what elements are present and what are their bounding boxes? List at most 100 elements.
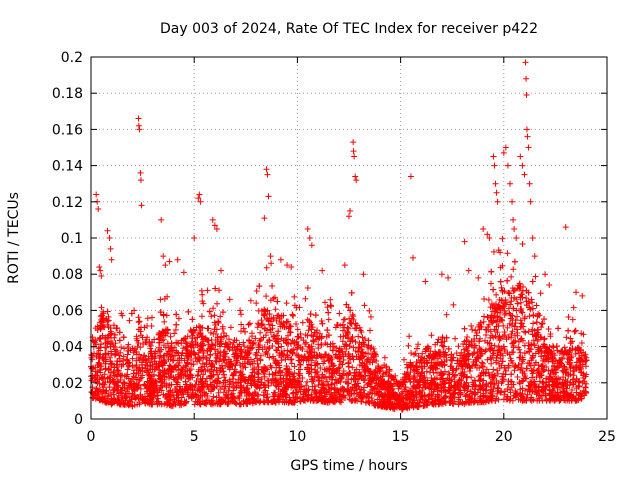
data-point bbox=[272, 306, 279, 313]
data-point bbox=[508, 273, 515, 280]
data-point bbox=[480, 377, 487, 384]
data-point bbox=[499, 235, 506, 242]
data-point bbox=[383, 363, 390, 370]
data-point bbox=[449, 357, 456, 364]
data-point bbox=[219, 325, 226, 332]
data-point bbox=[533, 302, 540, 309]
data-point bbox=[226, 296, 233, 303]
data-point bbox=[336, 358, 343, 365]
data-point bbox=[345, 325, 352, 332]
data-point bbox=[282, 356, 289, 363]
data-point bbox=[450, 301, 457, 308]
data-point bbox=[345, 363, 352, 370]
data-point bbox=[136, 318, 143, 325]
data-point bbox=[255, 307, 262, 314]
data-point bbox=[175, 315, 182, 322]
data-point bbox=[352, 338, 359, 345]
data-point bbox=[311, 366, 318, 373]
data-point bbox=[182, 378, 189, 385]
data-point bbox=[487, 280, 494, 287]
data-point bbox=[355, 333, 362, 340]
data-point bbox=[490, 248, 497, 255]
data-point bbox=[497, 278, 504, 285]
data-point bbox=[196, 323, 203, 330]
data-point bbox=[531, 342, 538, 349]
data-point bbox=[578, 339, 585, 346]
data-point bbox=[144, 315, 151, 322]
data-point bbox=[247, 297, 254, 304]
data-point bbox=[173, 311, 180, 318]
data-point bbox=[555, 325, 562, 332]
data-point bbox=[539, 320, 546, 327]
data-point bbox=[517, 299, 524, 306]
data-point bbox=[185, 308, 192, 315]
data-point bbox=[365, 350, 372, 357]
data-point bbox=[461, 325, 468, 332]
data-point bbox=[356, 386, 363, 393]
data-point bbox=[480, 318, 487, 325]
data-point bbox=[246, 320, 253, 327]
data-point bbox=[194, 371, 201, 378]
data-point bbox=[254, 370, 261, 377]
data-point bbox=[347, 320, 354, 327]
data-point bbox=[443, 311, 450, 318]
data-point bbox=[245, 321, 252, 328]
data-point bbox=[238, 311, 245, 318]
data-point bbox=[538, 393, 545, 400]
data-point bbox=[199, 298, 206, 305]
data-point bbox=[537, 290, 544, 297]
data-point bbox=[269, 353, 276, 360]
data-point bbox=[99, 375, 106, 382]
data-point bbox=[570, 372, 577, 379]
data-point bbox=[265, 345, 272, 352]
data-point bbox=[302, 295, 309, 302]
data-point bbox=[167, 333, 174, 340]
data-point bbox=[565, 314, 572, 321]
data-point bbox=[336, 310, 343, 317]
data-point bbox=[531, 327, 538, 334]
data-point bbox=[570, 368, 577, 375]
data-point bbox=[319, 320, 326, 327]
data-point bbox=[303, 339, 310, 346]
data-point bbox=[504, 324, 511, 331]
data-point bbox=[263, 264, 270, 271]
data-point bbox=[313, 369, 320, 376]
data-point bbox=[365, 337, 372, 344]
data-point bbox=[216, 287, 223, 294]
data-point bbox=[493, 291, 500, 298]
data-point bbox=[257, 329, 264, 336]
data-point bbox=[316, 378, 323, 385]
data-point bbox=[367, 327, 374, 334]
data-point bbox=[211, 312, 218, 319]
data-point bbox=[294, 326, 301, 333]
data-point bbox=[528, 296, 535, 303]
data-point bbox=[485, 296, 492, 303]
data-point bbox=[327, 296, 334, 303]
data-point bbox=[497, 249, 504, 256]
data-point bbox=[545, 326, 552, 333]
data-point bbox=[318, 318, 325, 325]
data-point bbox=[227, 324, 234, 331]
data-point bbox=[510, 266, 517, 273]
data-point bbox=[124, 351, 131, 358]
data-point bbox=[373, 358, 380, 365]
data-point bbox=[532, 273, 539, 280]
data-point bbox=[261, 373, 268, 380]
data-point bbox=[458, 349, 465, 356]
data-point bbox=[539, 379, 546, 386]
data-point bbox=[526, 313, 533, 320]
data-point bbox=[212, 330, 219, 337]
data-point bbox=[138, 374, 145, 381]
data-point bbox=[471, 398, 478, 405]
data-point bbox=[107, 331, 114, 338]
data-point bbox=[475, 274, 482, 281]
data-point bbox=[254, 355, 261, 362]
data-point bbox=[481, 295, 488, 302]
data-point bbox=[305, 327, 312, 334]
data-point bbox=[341, 316, 348, 323]
data-point bbox=[214, 300, 221, 307]
data-point bbox=[572, 327, 579, 334]
data-point bbox=[307, 311, 314, 318]
data-point bbox=[197, 401, 204, 408]
